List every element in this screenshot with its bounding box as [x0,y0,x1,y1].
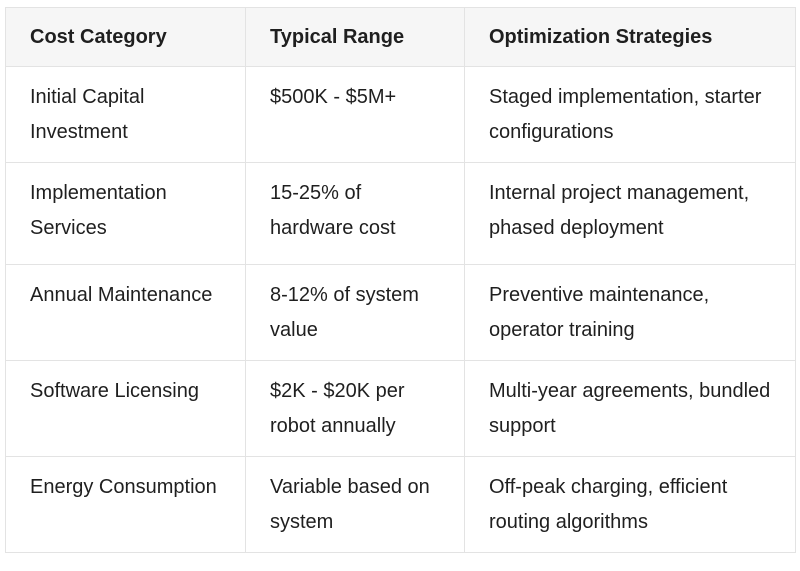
cell-optimization-strategies: Internal project management, phased depl… [464,162,796,265]
cell-typical-range: 15-25% of hardware cost [245,162,465,265]
table-row: Implementation Services 15-25% of hardwa… [5,162,796,265]
table-row: Software Licensing $2K - $20K per robot … [5,360,796,457]
cell-optimization-strategies: Off-peak charging, efficient routing alg… [464,456,796,553]
cell-cost-category: Annual Maintenance [5,264,246,361]
cell-cost-category: Software Licensing [5,360,246,457]
cell-cost-category: Energy Consumption [5,456,246,553]
cell-typical-range: Variable based on system [245,456,465,553]
header-typical-range: Typical Range [245,7,465,67]
cell-cost-category: Initial Capital Investment [5,66,246,163]
table-header-row: Cost Category Typical Range Optimization… [5,7,796,67]
cell-optimization-strategies: Preventive maintenance, operator trainin… [464,264,796,361]
header-optimization-strategies: Optimization Strategies [464,7,796,67]
cell-cost-category: Implementation Services [5,162,246,265]
table-row: Annual Maintenance 8-12% of system value… [5,264,796,361]
cell-typical-range: $500K - $5M+ [245,66,465,163]
cost-table: Cost Category Typical Range Optimization… [5,7,796,553]
header-cost-category: Cost Category [5,7,246,67]
table-row: Energy Consumption Variable based on sys… [5,456,796,553]
cell-typical-range: 8-12% of system value [245,264,465,361]
cell-optimization-strategies: Multi-year agreements, bundled support [464,360,796,457]
cell-typical-range: $2K - $20K per robot annually [245,360,465,457]
cell-optimization-strategies: Staged implementation, starter configura… [464,66,796,163]
cost-table-container: Cost Category Typical Range Optimization… [5,7,796,553]
table-row: Initial Capital Investment $500K - $5M+ … [5,66,796,163]
